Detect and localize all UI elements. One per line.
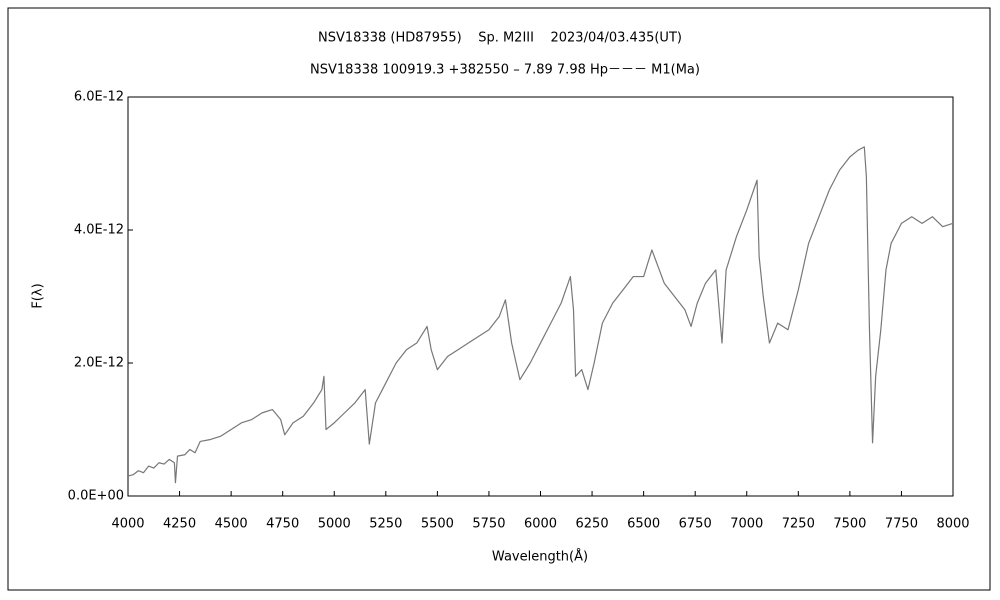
y-tick-label: 4.0E-12 [74,223,124,238]
y-tick-label: 0.0E+00 [68,489,124,504]
x-tick-label: 4500 [215,517,248,532]
spectrum-line [127,146,954,484]
x-tick-label: 7500 [833,517,866,532]
chart-title: NSV18338 (HD87955) Sp. M2III 2023/04/03.… [318,31,682,46]
y-tick-label: 6.0E-12 [74,90,124,105]
x-tick-label: 4000 [111,517,144,532]
x-axis-label: Wavelength(Å) [492,549,588,565]
x-tick-label: 5500 [421,517,454,532]
x-tick-label: 4250 [163,517,196,532]
x-tick-label: 7750 [885,517,918,532]
x-tick-label: 5750 [472,517,505,532]
chart-subtitle: NSV18338 100919.3 +382550 – 7.89 7.98 Hp… [310,63,700,78]
x-tick-label: 6000 [524,517,557,532]
x-tick-label: 8000 [936,517,969,532]
x-tick-label: 5000 [318,517,351,532]
x-tick-label: 4750 [266,517,299,532]
x-tick-label: 7250 [782,517,815,532]
x-tick-label: 6750 [679,517,712,532]
x-tick-label: 6500 [627,517,660,532]
y-axis-label: F(λ) [31,283,46,308]
x-tick-label: 5250 [369,517,402,532]
x-tick-label: 6250 [576,517,609,532]
plot-area [127,96,954,497]
y-tick-label: 2.0E-12 [74,356,124,371]
x-tick-label: 7000 [730,517,763,532]
